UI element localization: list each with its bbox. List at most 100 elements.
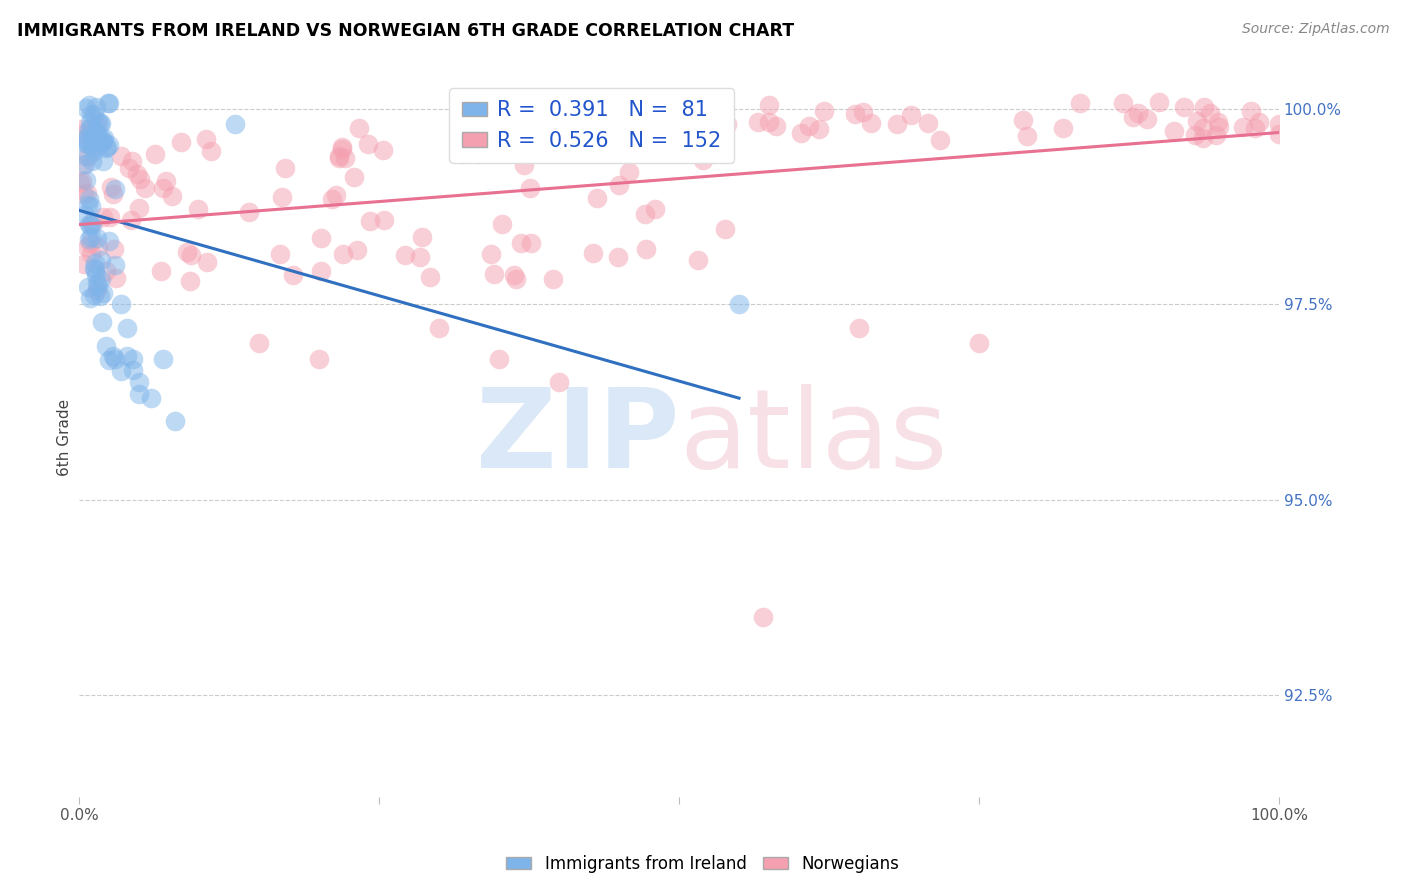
Point <box>645 119 668 133</box>
Point <box>77 98 100 112</box>
Point <box>269 247 291 261</box>
Point <box>346 243 368 257</box>
Point <box>128 387 150 401</box>
Point <box>758 115 780 129</box>
Point <box>77 148 100 162</box>
Point <box>176 244 198 259</box>
Point <box>69 127 91 141</box>
Point <box>90 116 112 130</box>
Point <box>76 186 98 200</box>
Point <box>505 272 527 286</box>
Point <box>117 161 139 176</box>
Point <box>808 122 831 136</box>
Point <box>886 117 908 131</box>
Point <box>419 270 441 285</box>
Point <box>1112 96 1135 111</box>
Point <box>716 117 738 131</box>
Point <box>82 138 104 153</box>
Point <box>1011 112 1033 127</box>
Point <box>1244 121 1267 136</box>
Point <box>309 264 332 278</box>
Point <box>509 235 531 250</box>
Point <box>94 264 117 278</box>
Point <box>548 376 571 390</box>
Point <box>84 100 107 114</box>
Point <box>83 140 105 154</box>
Point <box>83 256 105 270</box>
Point <box>332 142 354 156</box>
Point <box>634 207 657 221</box>
Point <box>86 120 108 134</box>
Point <box>98 234 121 248</box>
Point <box>97 95 120 110</box>
Point <box>91 154 114 169</box>
Point <box>813 103 835 118</box>
Point <box>104 352 127 367</box>
Point <box>1268 127 1291 141</box>
Point <box>76 197 98 211</box>
Point <box>94 141 117 155</box>
Point <box>72 158 94 172</box>
Point <box>91 135 114 149</box>
Point <box>900 108 922 122</box>
Point <box>90 272 112 286</box>
Point <box>104 258 127 272</box>
Point <box>790 126 813 140</box>
Point <box>451 147 474 161</box>
Point <box>104 182 127 196</box>
Point <box>127 167 149 181</box>
Point <box>82 216 104 230</box>
Point <box>1199 105 1222 120</box>
Point <box>70 174 93 188</box>
Point <box>520 235 543 250</box>
Point <box>69 177 91 191</box>
Point <box>73 257 96 271</box>
Point <box>359 213 381 227</box>
Point <box>488 351 510 366</box>
Point <box>1122 110 1144 124</box>
Point <box>967 336 990 351</box>
Point <box>75 133 97 147</box>
Point <box>83 261 105 276</box>
Point <box>89 289 111 303</box>
Point <box>668 138 690 153</box>
Point <box>82 219 104 233</box>
Point <box>238 204 260 219</box>
Point <box>332 139 354 153</box>
Point <box>80 230 103 244</box>
Point <box>115 320 138 334</box>
Point <box>83 288 105 302</box>
Point <box>195 131 218 145</box>
Point <box>1208 120 1230 134</box>
Point <box>75 156 97 170</box>
Point <box>83 108 105 122</box>
Point <box>90 134 112 148</box>
Point <box>83 263 105 277</box>
Point <box>758 97 780 112</box>
Point <box>75 101 97 115</box>
Point <box>585 190 607 204</box>
Point <box>100 210 122 224</box>
Point <box>357 136 380 151</box>
Point <box>1136 112 1159 127</box>
Legend: R =  0.391   N =  81, R =  0.526   N =  152: R = 0.391 N = 81, R = 0.526 N = 152 <box>450 87 734 163</box>
Point <box>281 268 304 283</box>
Point <box>121 154 143 169</box>
Point <box>681 104 703 119</box>
Point <box>247 336 270 351</box>
Point <box>582 246 605 260</box>
Point <box>80 120 103 135</box>
Point <box>333 151 356 165</box>
Point <box>87 132 110 146</box>
Point <box>155 174 177 188</box>
Point <box>120 212 142 227</box>
Point <box>86 126 108 140</box>
Point <box>606 250 628 264</box>
Point <box>465 147 488 161</box>
Point <box>103 242 125 256</box>
Point <box>482 267 505 281</box>
Point <box>1232 120 1254 135</box>
Point <box>79 291 101 305</box>
Point <box>75 172 97 186</box>
Point <box>308 351 330 366</box>
